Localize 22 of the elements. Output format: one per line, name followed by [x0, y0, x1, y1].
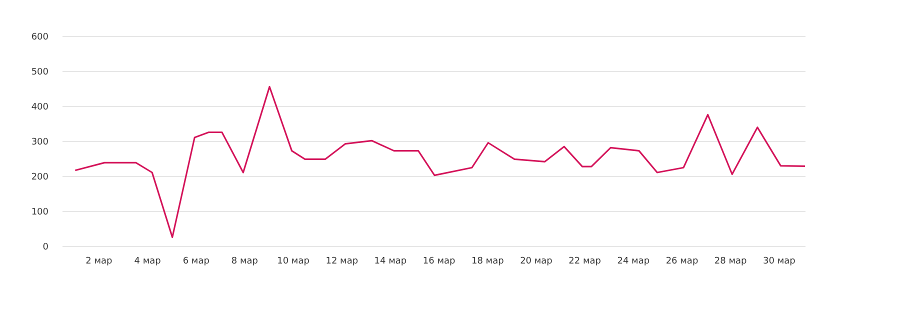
y-tick-label: 500 [31, 68, 49, 78]
x-tick-label: 6 мар [182, 256, 210, 266]
x-tick-label: 18 мар [471, 256, 504, 266]
x-tick-label: 22 мар [568, 256, 602, 266]
x-tick-label: 30 мар [763, 256, 796, 266]
y-tick-label: 300 [31, 138, 49, 148]
x-tick-label: 10 мар [277, 256, 310, 266]
y-tick-label: 0 [42, 242, 49, 252]
x-tick-label: 4 мар [134, 256, 162, 266]
y-tick-label: 400 [31, 102, 49, 112]
x-tick-label: 14 мар [374, 256, 407, 266]
x-tick-label: 26 мар [666, 256, 698, 266]
x-tick-label: 20 мар [520, 256, 553, 266]
x-tick-label: 2 мар [86, 256, 113, 266]
x-tick-label: 8 мар [231, 256, 258, 266]
y-tick-label: 200 [31, 172, 49, 182]
x-tick-label: 12 мар [326, 256, 358, 266]
x-tick-label: 16 мар [422, 256, 456, 266]
x-tick-label: 24 мар [617, 256, 650, 266]
y-tick-label: 600 [31, 32, 49, 42]
y-tick-label: 100 [31, 208, 49, 218]
x-tick-label: 28 мар [714, 256, 748, 266]
